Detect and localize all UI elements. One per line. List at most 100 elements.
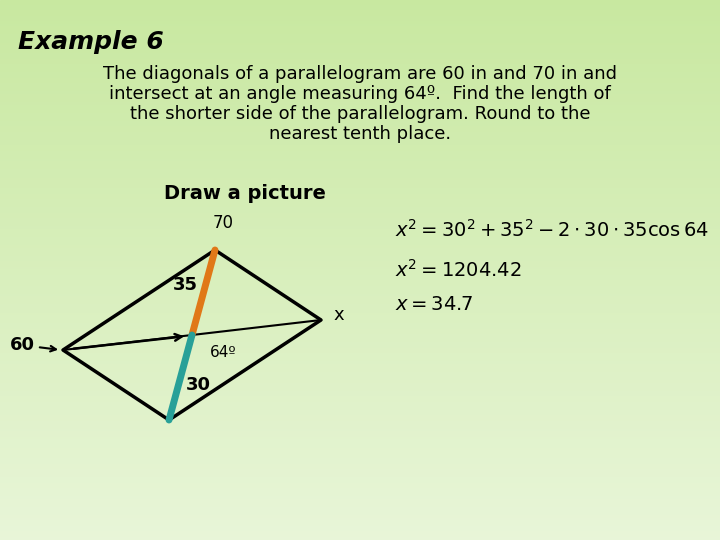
Text: 35: 35: [173, 275, 198, 294]
Bar: [0, 116, 720, 119]
Bar: [0, 65, 720, 68]
Bar: [0, 300, 720, 302]
Bar: [0, 508, 720, 510]
Bar: [0, 8, 720, 11]
Bar: [0, 197, 720, 200]
Bar: [0, 297, 720, 300]
Bar: [0, 346, 720, 348]
Bar: [0, 59, 720, 62]
Bar: [0, 127, 720, 130]
Bar: [0, 494, 720, 497]
Bar: [0, 413, 720, 416]
Bar: [0, 192, 720, 194]
Bar: [0, 162, 720, 165]
Bar: [0, 332, 720, 335]
Bar: [0, 30, 720, 32]
Bar: [0, 432, 720, 435]
Text: Example 6: Example 6: [18, 30, 163, 54]
Bar: [0, 27, 720, 30]
Bar: [0, 521, 720, 524]
Text: 64º: 64º: [210, 345, 237, 360]
Bar: [0, 364, 720, 367]
Bar: [0, 22, 720, 24]
Bar: [0, 516, 720, 518]
Bar: [0, 338, 720, 340]
Bar: [0, 462, 720, 464]
Bar: [0, 446, 720, 448]
Bar: [0, 402, 720, 405]
Bar: [0, 216, 720, 219]
Bar: [0, 251, 720, 254]
Bar: [0, 410, 720, 413]
Bar: [0, 200, 720, 202]
Bar: [0, 397, 720, 400]
Bar: [0, 165, 720, 167]
Bar: [0, 375, 720, 378]
Bar: [0, 435, 720, 437]
Bar: [0, 181, 720, 184]
Bar: [0, 38, 720, 40]
Bar: [0, 383, 720, 386]
Bar: [0, 292, 720, 294]
Bar: [0, 151, 720, 154]
Bar: [0, 392, 720, 394]
Bar: [0, 208, 720, 211]
Bar: [0, 5, 720, 8]
Bar: [0, 240, 720, 243]
Bar: [0, 213, 720, 216]
Bar: [0, 154, 720, 157]
Text: $x^2 = 30^2 + 35^2 - 2 \cdot 30 \cdot 35\cos 64$: $x^2 = 30^2 + 35^2 - 2 \cdot 30 \cdot 35…: [395, 219, 708, 241]
Bar: [0, 3, 720, 5]
Text: x: x: [333, 306, 343, 324]
Bar: [0, 356, 720, 359]
Bar: [0, 513, 720, 516]
Bar: [0, 194, 720, 197]
Bar: [0, 329, 720, 332]
Text: nearest tenth place.: nearest tenth place.: [269, 125, 451, 143]
Bar: [0, 57, 720, 59]
Bar: [0, 510, 720, 513]
Bar: [0, 146, 720, 148]
Bar: [0, 459, 720, 462]
Bar: [0, 14, 720, 16]
Bar: [0, 524, 720, 526]
Bar: [0, 324, 720, 327]
Bar: [0, 143, 720, 146]
Bar: [0, 100, 720, 103]
Bar: [0, 348, 720, 351]
Bar: [0, 500, 720, 502]
Bar: [0, 467, 720, 470]
Bar: [0, 497, 720, 500]
Bar: [0, 308, 720, 310]
Bar: [0, 359, 720, 362]
Bar: [0, 386, 720, 389]
Bar: [0, 11, 720, 14]
Bar: [0, 367, 720, 370]
Bar: [0, 437, 720, 440]
Bar: [0, 24, 720, 27]
Bar: [0, 97, 720, 100]
Bar: [0, 451, 720, 454]
Bar: [0, 335, 720, 338]
Bar: [0, 440, 720, 443]
Bar: [0, 86, 720, 89]
Bar: [0, 78, 720, 81]
Bar: [0, 62, 720, 65]
Bar: [0, 321, 720, 324]
Bar: [0, 84, 720, 86]
Bar: [0, 294, 720, 297]
Text: intersect at an angle measuring 64º.  Find the length of: intersect at an angle measuring 64º. Fin…: [109, 85, 611, 103]
Bar: [0, 135, 720, 138]
Bar: [0, 448, 720, 451]
Bar: [0, 230, 720, 232]
Bar: [0, 54, 720, 57]
Text: The diagonals of a parallelogram are 60 in and 70 in and: The diagonals of a parallelogram are 60 …: [103, 65, 617, 83]
Bar: [0, 270, 720, 273]
Bar: [0, 130, 720, 132]
Bar: [0, 94, 720, 97]
Bar: [0, 202, 720, 205]
Bar: [0, 405, 720, 408]
Bar: [0, 76, 720, 78]
Bar: [0, 157, 720, 159]
Bar: [0, 502, 720, 505]
